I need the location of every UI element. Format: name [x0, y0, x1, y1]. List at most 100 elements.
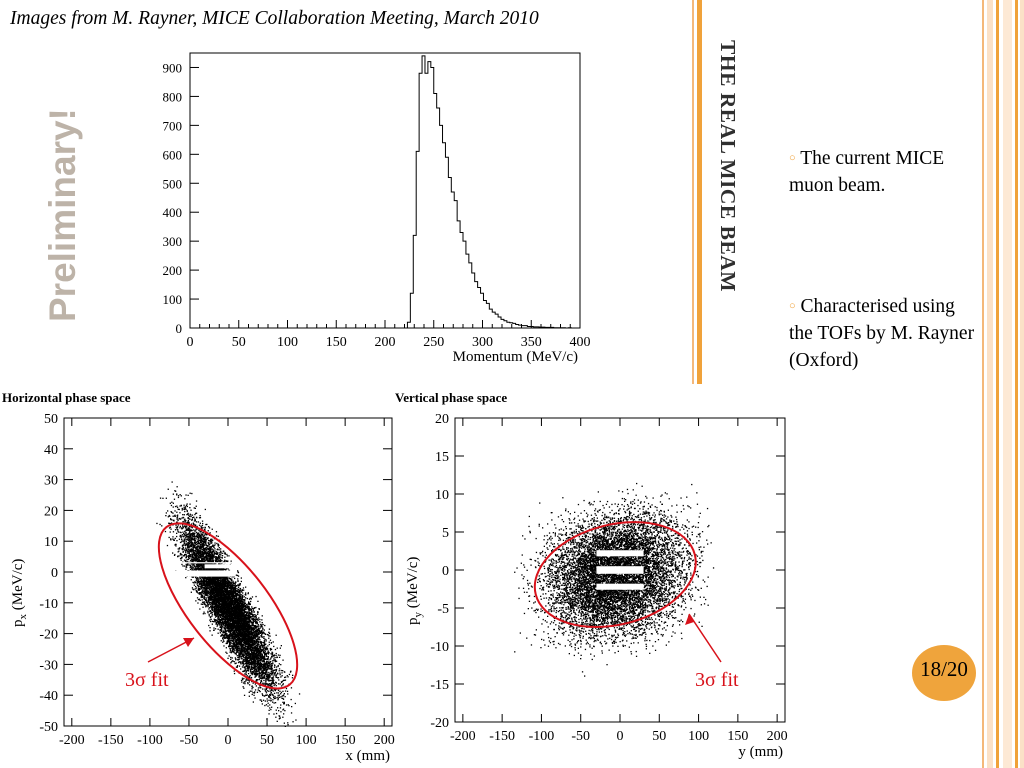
- scatter-point: [195, 521, 198, 523]
- scatter-point: [265, 679, 267, 682]
- scatter-point: [196, 549, 198, 551]
- scatter-point: [251, 606, 253, 608]
- scatter-point: [258, 667, 261, 669]
- scatter-point: [208, 615, 210, 617]
- scatter-point: [287, 722, 289, 724]
- scatter-point: [194, 569, 196, 571]
- histogram-series-line: [404, 55, 580, 329]
- scatter-point: [178, 508, 180, 511]
- scatter-point: [198, 534, 201, 536]
- scatter-point: [233, 637, 235, 639]
- scatter-point: [202, 565, 204, 567]
- scatter-point: [252, 614, 254, 616]
- scatter-point: [268, 696, 270, 698]
- scatter-point: [218, 600, 220, 602]
- scatter-point: [234, 635, 236, 637]
- scatter-point: [199, 522, 201, 524]
- scatter-point: [268, 713, 270, 715]
- scatter-point: [239, 590, 241, 592]
- scatter-point: [208, 596, 211, 598]
- scatter-point: [203, 585, 205, 587]
- scatter-point: [255, 616, 257, 619]
- x-tick-label: 200: [375, 335, 396, 350]
- scatter-point: [219, 630, 221, 632]
- scatter-point: [179, 557, 182, 560]
- scatter-point: [243, 602, 246, 605]
- scatter-point: [227, 634, 229, 636]
- scatter-point: [260, 699, 262, 701]
- scatter-point: [195, 500, 198, 502]
- scatter-point: [197, 546, 199, 548]
- scatter-point: [272, 690, 274, 692]
- scatter-point: [261, 700, 263, 702]
- scatter-point: [211, 541, 213, 543]
- scatter-point: [274, 702, 277, 704]
- scatter-point: [191, 569, 193, 571]
- scatter-point: [242, 653, 245, 655]
- scatter-point: [170, 518, 172, 520]
- scatter-point: [282, 716, 284, 718]
- scatter-point: [259, 625, 261, 627]
- scatter-point: [221, 613, 223, 615]
- scatter-point: [210, 546, 213, 548]
- scatter-point: [216, 560, 218, 562]
- scatter-point: [244, 653, 246, 655]
- scatter-point: [194, 582, 196, 584]
- scatter-point: [212, 549, 214, 551]
- scatter-point: [170, 504, 173, 507]
- scatter-point: [265, 683, 267, 685]
- scatter-point: [212, 593, 214, 595]
- scatter-point: [255, 614, 257, 617]
- scatter-point: [246, 652, 248, 655]
- scatter-point: [227, 628, 229, 630]
- scatter-point: [273, 666, 276, 668]
- scatter-point: [227, 595, 229, 597]
- scatter-point: [220, 600, 222, 602]
- scatter-point: [228, 627, 231, 629]
- scatter-point: [237, 656, 239, 659]
- scatter-point: [200, 567, 202, 569]
- scatter-point: [238, 661, 241, 663]
- scatter-point: [221, 608, 223, 610]
- scatter-point: [209, 595, 211, 597]
- scatter-point: [229, 624, 231, 626]
- scatter-point: [228, 577, 230, 579]
- scatter-point: [211, 593, 213, 595]
- scatter-point: [245, 674, 247, 676]
- scatter-point: [235, 574, 237, 576]
- plot-frame: [189, 52, 581, 329]
- scatter-point: [211, 592, 213, 594]
- scatter-point: [222, 638, 224, 640]
- scatter-point: [220, 627, 222, 629]
- scatter-point: [184, 547, 187, 549]
- scatter-point: [245, 597, 247, 599]
- scatter-point: [184, 537, 187, 539]
- scatter-point: [245, 654, 247, 656]
- scatter-point: [231, 637, 233, 640]
- scatter-point: [193, 589, 195, 591]
- scatter-point: [212, 539, 214, 541]
- scatter-point: [261, 693, 263, 695]
- scatter-point: [215, 558, 217, 560]
- scatter-point: [269, 666, 271, 668]
- scatter-point: [185, 564, 187, 566]
- scatter-point: [225, 576, 227, 578]
- scatter-point: [264, 654, 266, 656]
- scatter-point: [203, 591, 205, 593]
- scatter-point: [258, 633, 260, 635]
- scatter-point: [167, 488, 169, 490]
- scatter-point: [256, 658, 258, 661]
- scatter-point: [191, 566, 193, 569]
- scatter-point: [183, 565, 186, 567]
- scatter-point: [229, 651, 231, 653]
- scatter-point: [205, 592, 207, 594]
- scatter-point: [159, 523, 161, 526]
- scatter-point: [213, 595, 216, 597]
- scatter-point: [279, 647, 281, 649]
- scatter-point: [201, 581, 203, 583]
- scatter-point: [250, 661, 253, 663]
- scatter-point: [229, 598, 231, 601]
- scatter-point: [233, 584, 235, 587]
- scatter-point: [204, 538, 206, 541]
- scatter-point: [280, 645, 282, 647]
